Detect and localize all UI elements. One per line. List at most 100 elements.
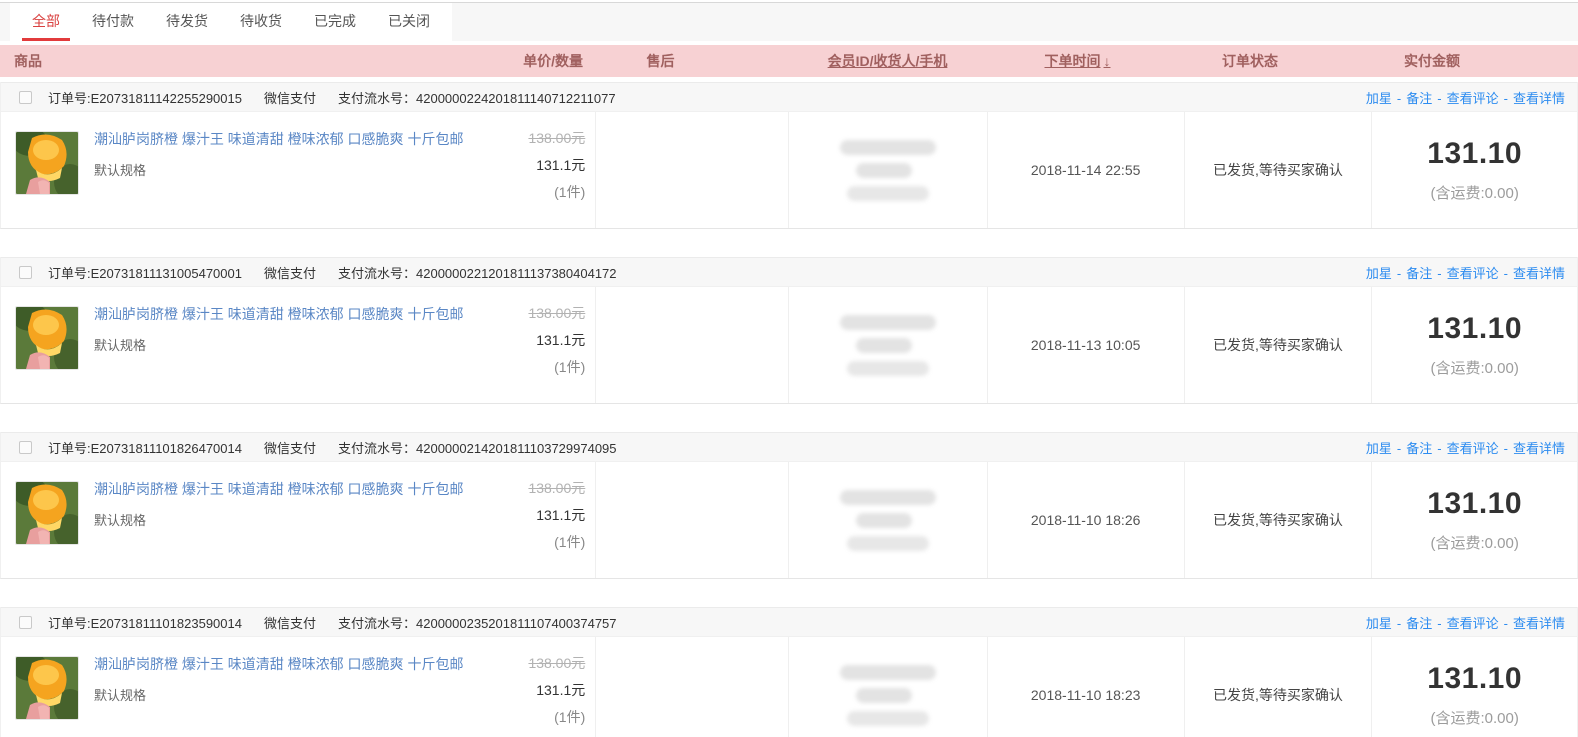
- tab-bar: 全部 待付款 待发货 待收货 已完成 已关闭: [0, 2, 1578, 41]
- action-separator: -: [1396, 440, 1402, 456]
- action-link-view-comments[interactable]: 查看评论: [1446, 440, 1499, 456]
- redacted-info-line: [846, 185, 929, 201]
- action-link-star[interactable]: 加星: [1365, 90, 1392, 106]
- column-header-paid-amount: 实付金额: [1404, 53, 1460, 69]
- order-checkbox[interactable]: [19, 265, 32, 279]
- action-link-star[interactable]: 加星: [1365, 265, 1392, 281]
- action-link-remark[interactable]: 备注: [1406, 265, 1433, 281]
- table-header: 商品 单价/数量 售后 会员ID/收货人/手机 下单时间 ↓ 订单状态 实付金额: [0, 45, 1578, 77]
- freight-note: (含运费:0.00): [1430, 185, 1519, 202]
- order-list: 订单号:E20731811142255290015 微信支付 支付流水号：420…: [0, 82, 1578, 737]
- order-block: 订单号:E20731811101823590014 微信支付 支付流水号：420…: [0, 607, 1578, 737]
- member-sort-link[interactable]: 会员ID/收货人/手机: [827, 53, 948, 69]
- freight-note: (含运费:0.00): [1430, 360, 1519, 377]
- order-time: 2018-11-14 22:55: [986, 112, 1184, 228]
- redacted-info-line: [855, 337, 912, 353]
- paid-amount-cell: 131.10 (含运费:0.00): [1371, 637, 1577, 737]
- payment-flow-number: 支付流水号：4200000235201811107400374757: [337, 615, 617, 631]
- product-info: 潮汕胪岗脐橙 爆汁王 味道清甜 橙味浓郁 口感脆爽 十斤包邮 默认规格: [94, 481, 489, 578]
- tab-all[interactable]: 全部: [22, 3, 70, 41]
- order-block: 订单号:E20731811101826470014 微信支付 支付流水号：420…: [0, 432, 1578, 579]
- action-separator: -: [1503, 615, 1508, 631]
- order-status: 已发货,等待买家确认: [1183, 462, 1372, 578]
- after-sale-cell: [595, 637, 788, 737]
- action-link-star[interactable]: 加星: [1365, 615, 1392, 631]
- column-header-order-status: 订单状态: [1222, 53, 1278, 69]
- column-header-order-time: 下单时间 ↓: [987, 51, 1184, 71]
- column-header-product-price: 商品 单价/数量: [0, 51, 595, 71]
- tab-completed[interactable]: 已完成: [314, 13, 356, 29]
- product-image[interactable]: [15, 481, 79, 545]
- action-link-remark[interactable]: 备注: [1406, 90, 1433, 106]
- original-price: 138.00元: [528, 130, 586, 146]
- action-link-view-comments[interactable]: 查看评论: [1446, 615, 1499, 631]
- order-header: 订单号:E20731811131005470001 微信支付 支付流水号：420…: [1, 257, 1577, 287]
- redacted-info-line: [846, 535, 929, 551]
- redacted-info-line: [839, 489, 936, 505]
- order-row: 潮汕胪岗脐橙 爆汁王 味道清甜 橙味浓郁 口感脆爽 十斤包邮 默认规格 138.…: [1, 637, 1577, 737]
- after-sale-cell: [595, 462, 788, 578]
- order-checkbox[interactable]: [19, 440, 32, 454]
- paid-amount-cell: 131.10 (含运费:0.00): [1371, 112, 1577, 228]
- action-link-view-details[interactable]: 查看详情: [1512, 265, 1565, 281]
- order-checkbox[interactable]: [19, 615, 32, 629]
- tab-pending-shipment[interactable]: 待发货: [166, 13, 208, 29]
- order-actions: 加星 - 备注 - 查看评论 - 查看详情: [1366, 88, 1565, 107]
- order-actions: 加星 - 备注 - 查看评论 - 查看详情: [1366, 438, 1565, 457]
- order-block: 订单号:E20731811142255290015 微信支付 支付流水号：420…: [0, 82, 1578, 229]
- action-link-view-details[interactable]: 查看详情: [1512, 615, 1565, 631]
- product-image[interactable]: [15, 306, 79, 370]
- paid-amount: 131.10: [1427, 662, 1523, 695]
- member-info-cell: [788, 462, 987, 578]
- order-row: 潮汕胪岗脐橙 爆汁王 味道清甜 橙味浓郁 口感脆爽 十斤包邮 默认规格 138.…: [1, 462, 1577, 578]
- payment-method: 微信支付: [263, 440, 316, 456]
- action-link-star[interactable]: 加星: [1365, 440, 1392, 456]
- order-number: 订单号:E20731811101823590014: [48, 615, 242, 631]
- paid-amount-cell: 131.10 (含运费:0.00): [1371, 287, 1577, 403]
- current-price: 131.1元: [536, 507, 586, 523]
- order-checkbox[interactable]: [19, 90, 32, 104]
- payment-flow-number: 支付流水号：4200000224201811140712211077: [337, 90, 616, 106]
- original-price: 138.00元: [528, 655, 586, 671]
- product-title-link[interactable]: 潮汕胪岗脐橙 爆汁王 味道清甜 橙味浓郁 口感脆爽 十斤包邮: [94, 481, 464, 497]
- action-link-view-details[interactable]: 查看详情: [1512, 440, 1565, 456]
- order-header: 订单号:E20731811142255290015 微信支付 支付流水号：420…: [1, 82, 1577, 112]
- order-time-sort-link[interactable]: 下单时间 ↓: [1044, 53, 1111, 69]
- action-link-view-comments[interactable]: 查看评论: [1446, 265, 1499, 281]
- column-header-price-qty: 单价/数量: [523, 53, 583, 69]
- order-status: 已发货,等待买家确认: [1183, 287, 1372, 403]
- paid-amount: 131.10: [1427, 137, 1523, 170]
- product-info: 潮汕胪岗脐橙 爆汁王 味道清甜 橙味浓郁 口感脆爽 十斤包邮 默认规格: [94, 306, 489, 403]
- action-link-remark[interactable]: 备注: [1406, 440, 1433, 456]
- after-sale-cell: [595, 112, 788, 228]
- order-actions: 加星 - 备注 - 查看评论 - 查看详情: [1366, 263, 1565, 282]
- tab-pending-receipt[interactable]: 待收货: [240, 13, 282, 29]
- member-info-cell: [788, 112, 987, 228]
- action-link-view-comments[interactable]: 查看评论: [1446, 90, 1499, 106]
- tab-pending-payment[interactable]: 待付款: [92, 13, 134, 29]
- payment-method: 微信支付: [263, 90, 316, 106]
- action-separator: -: [1396, 265, 1402, 281]
- paid-amount: 131.10: [1427, 312, 1523, 345]
- product-title-link[interactable]: 潮汕胪岗脐橙 爆汁王 味道清甜 橙味浓郁 口感脆爽 十斤包邮: [94, 131, 464, 147]
- action-link-remark[interactable]: 备注: [1406, 615, 1433, 631]
- order-row: 潮汕胪岗脐橙 爆汁王 味道清甜 橙味浓郁 口感脆爽 十斤包邮 默认规格 138.…: [1, 112, 1577, 228]
- payment-flow-number: 支付流水号：4200000221201811137380404172: [337, 265, 617, 281]
- order-status: 已发货,等待买家确认: [1183, 637, 1372, 737]
- tab-closed[interactable]: 已关闭: [388, 13, 430, 29]
- action-link-view-details[interactable]: 查看详情: [1512, 90, 1565, 106]
- product-image[interactable]: [15, 131, 79, 195]
- action-separator: -: [1437, 440, 1442, 456]
- order-header: 订单号:E20731811101823590014 微信支付 支付流水号：420…: [1, 607, 1577, 637]
- product-info: 潮汕胪岗脐橙 爆汁王 味道清甜 橙味浓郁 口感脆爽 十斤包邮 默认规格: [94, 656, 489, 737]
- member-info-cell: [788, 637, 987, 737]
- paid-amount-cell: 131.10 (含运费:0.00): [1371, 462, 1577, 578]
- freight-note: (含运费:0.00): [1430, 535, 1519, 552]
- redacted-info-line: [839, 664, 936, 680]
- product-image[interactable]: [15, 656, 79, 720]
- sort-desc-icon: ↓: [1103, 53, 1111, 69]
- product-title-link[interactable]: 潮汕胪岗脐橙 爆汁王 味道清甜 橙味浓郁 口感脆爽 十斤包邮: [94, 656, 464, 672]
- current-price: 131.1元: [536, 157, 586, 173]
- product-title-link[interactable]: 潮汕胪岗脐橙 爆汁王 味道清甜 橙味浓郁 口感脆爽 十斤包邮: [94, 306, 464, 322]
- redacted-info-line: [855, 162, 912, 178]
